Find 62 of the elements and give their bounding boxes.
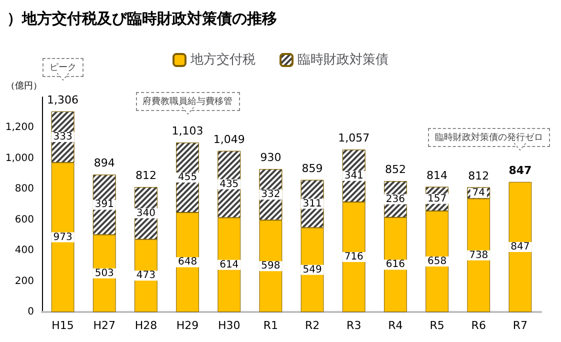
legend-label: 臨時財政対策債 <box>298 52 388 68</box>
total-label: 1,049 <box>213 132 245 146</box>
y-tick-label: 200 <box>14 276 34 287</box>
data-label: 614 <box>220 259 239 270</box>
total-label: 1,103 <box>172 124 204 138</box>
data-label: 74 <box>472 187 485 198</box>
data-label: 616 <box>386 259 406 270</box>
chart-title: ）地方交付税及び臨時財政対策債の推移 <box>7 10 277 28</box>
x-tick-label: H28 <box>134 319 158 332</box>
data-label: 311 <box>302 198 322 210</box>
data-label: 738 <box>469 250 488 261</box>
data-label: 648 <box>178 256 198 268</box>
x-tick-label: H27 <box>93 319 116 332</box>
text: ピーク <box>42 58 84 77</box>
data-label: 473 <box>136 270 156 282</box>
x-tick-label: R5 <box>430 319 444 332</box>
bar <box>508 182 532 312</box>
data-label: 391 <box>94 199 114 210</box>
data-label: 236 <box>386 194 406 205</box>
legend-label: 地方交付税 <box>190 52 256 68</box>
x-tick-label: H30 <box>218 319 240 332</box>
x-tick-label: R2 <box>304 319 320 332</box>
data-label: 549 <box>302 264 322 276</box>
data-label: 847 <box>510 241 530 252</box>
y-tick-label: 400 <box>14 245 34 256</box>
data-label: 435 <box>220 178 239 190</box>
total-label: 812 <box>468 169 490 182</box>
y-tick-label: 1,000 <box>5 152 34 164</box>
x-tick-label: H29 <box>176 319 199 332</box>
x-tick-label: H15 <box>52 319 74 332</box>
data-label: 598 <box>261 260 280 272</box>
data-label: 332 <box>261 189 280 200</box>
x-tick-label: R7 <box>512 319 528 332</box>
total-label: 814 <box>426 168 448 182</box>
y-tick-label: 600 <box>14 214 34 226</box>
total-label: 859 <box>302 162 323 175</box>
total-label: 930 <box>260 151 282 164</box>
y-tick-label: 0 <box>28 306 34 318</box>
data-label: 340 <box>136 208 156 219</box>
total-label: 894 <box>94 156 115 170</box>
data-label: 333 <box>53 132 72 143</box>
x-tick-label: R4 <box>388 319 403 332</box>
y-tick-label: 1,200 <box>5 122 34 134</box>
y-tick-label: 800 <box>14 184 34 195</box>
y-axis-title: （億円） <box>6 80 42 92</box>
total-label: 1,306 <box>47 93 79 106</box>
data-label: 455 <box>178 172 198 184</box>
data-label: 973 <box>53 232 72 243</box>
x-tick-label: R3 <box>346 319 362 332</box>
total-label: 847 <box>508 164 532 177</box>
total-label: 812 <box>135 169 156 182</box>
data-label: 503 <box>94 268 114 279</box>
x-tick-label: R6 <box>471 319 486 332</box>
data-label: 157 <box>427 193 447 204</box>
data-label: 716 <box>344 252 364 263</box>
data-label: 341 <box>344 170 364 182</box>
total-label: 852 <box>384 163 406 176</box>
total-label: 1,057 <box>338 132 370 145</box>
annotation: 府費教職員給与費移管 <box>136 92 240 111</box>
annotation: 臨時財政対策債の発行ゼロ <box>428 128 550 147</box>
x-tick-label: R1 <box>263 319 278 332</box>
data-label: 658 <box>427 256 447 267</box>
